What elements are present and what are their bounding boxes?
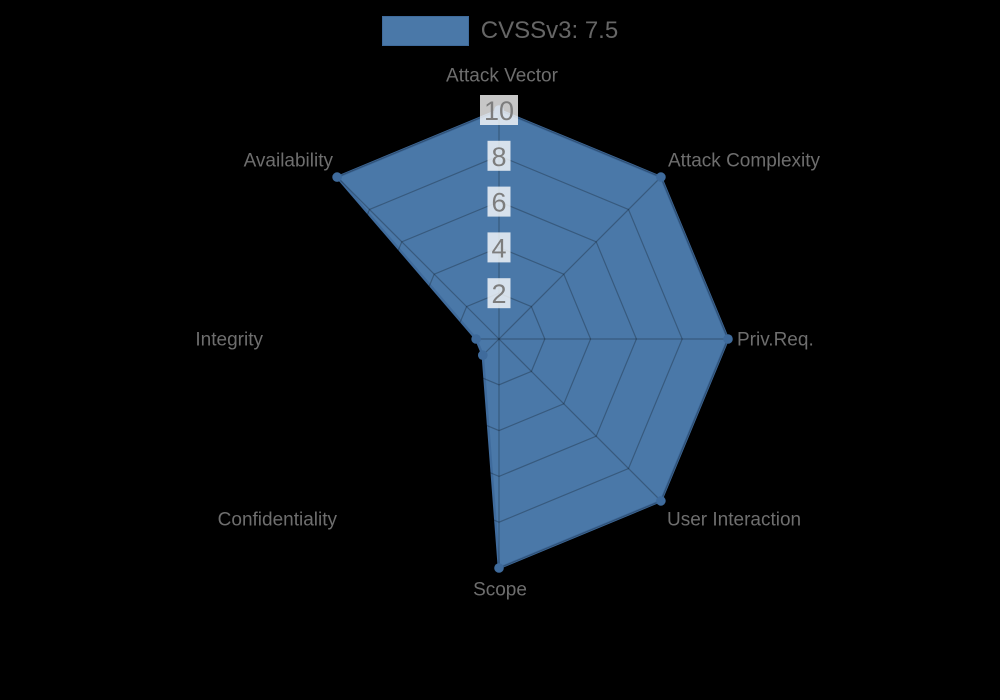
tick-label: 8 bbox=[491, 142, 506, 172]
axis-label-attack-complexity: Attack Complexity bbox=[668, 151, 821, 172]
legend-label: CVSSv3: 7.5 bbox=[480, 17, 619, 44]
grid-ring bbox=[452, 292, 546, 386]
chart-legend[interactable]: CVSSv3: 7.5 bbox=[0, 16, 1000, 46]
data-point-marker bbox=[494, 563, 504, 573]
axis-spoke bbox=[498, 176, 662, 340]
axis-spoke bbox=[336, 176, 500, 340]
grid-ring bbox=[315, 155, 683, 523]
axis-label-integrity: Integrity bbox=[195, 330, 263, 351]
tick-label: 10 bbox=[484, 96, 514, 126]
data-point-marker bbox=[656, 496, 666, 506]
tick-backdrop bbox=[487, 232, 511, 263]
tick-backdrop bbox=[487, 140, 511, 171]
tick-label: 4 bbox=[491, 233, 506, 263]
tick-label: 6 bbox=[491, 188, 506, 218]
axis-label-attack-vector: Attack Vector bbox=[446, 66, 559, 87]
data-point-marker bbox=[723, 334, 733, 344]
tick-backdrop bbox=[487, 186, 511, 217]
data-point-marker bbox=[478, 350, 488, 361]
axis-spoke bbox=[336, 338, 500, 502]
data-point-marker bbox=[656, 172, 666, 182]
tick-backdrop bbox=[480, 95, 518, 125]
axis-label-priv-req: Priv.Req. bbox=[737, 330, 814, 351]
tick-label: 2 bbox=[491, 279, 506, 309]
axis-label-confidentiality: Confidentiality bbox=[218, 510, 338, 531]
tick-backdrop bbox=[487, 278, 511, 309]
data-point-marker bbox=[332, 172, 342, 182]
axis-spoke bbox=[498, 338, 662, 502]
grid-ring bbox=[406, 246, 592, 432]
data-point-marker bbox=[471, 334, 481, 344]
axis-label-availability: Availability bbox=[244, 151, 334, 172]
axis-label-scope: Scope bbox=[473, 580, 527, 601]
grid-ring bbox=[360, 200, 638, 478]
legend-swatch bbox=[381, 16, 469, 46]
axis-label-user-interaction: User Interaction bbox=[667, 510, 801, 531]
